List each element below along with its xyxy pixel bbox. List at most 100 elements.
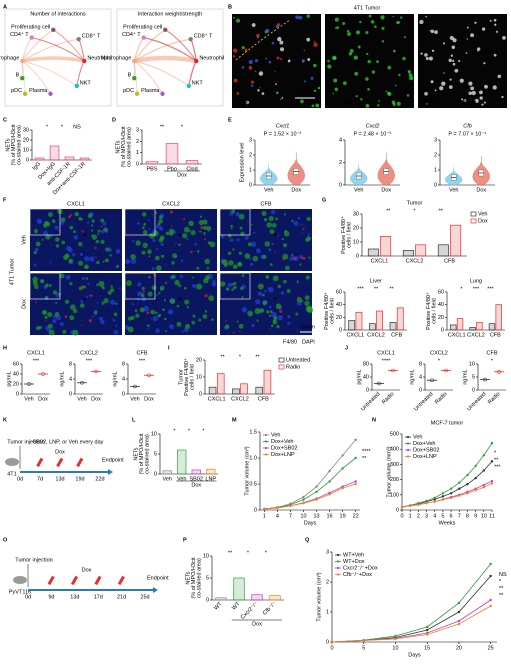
stain-spot (141, 212, 147, 217)
stain-spot (270, 209, 276, 215)
y-tick-label: 20 (23, 137, 29, 143)
y-tick-label: 0 (206, 597, 209, 603)
stain-spot (291, 219, 294, 223)
stain-spot (172, 253, 178, 259)
stain-spot (449, 35, 454, 40)
bar (367, 248, 379, 257)
stain-spot (209, 241, 216, 248)
y-axis-label: co-stained area) (144, 434, 150, 474)
x-tick-label: 3 (425, 513, 428, 519)
y-tick-label: 4 (419, 374, 422, 380)
stain-spot (251, 23, 256, 27)
point (302, 502, 305, 505)
point (341, 467, 344, 470)
stain-spot (115, 264, 119, 269)
stain-spot (233, 285, 237, 289)
point (408, 504, 412, 507)
panel-letter: L (132, 417, 136, 423)
y-tick-label: 0 (122, 391, 125, 397)
stain-spot (167, 309, 174, 315)
stain-spot (48, 284, 52, 287)
stain-spot (272, 319, 278, 325)
bar (215, 597, 227, 601)
bar (495, 304, 502, 331)
point (425, 501, 428, 505)
stain-spot (196, 266, 200, 270)
y-tick-label: 0 (249, 182, 252, 188)
y-tick-label: 8 (69, 361, 72, 367)
y-tick-label: 1 (249, 167, 252, 173)
bar (191, 469, 201, 475)
y-axis-label: pg/mL (356, 369, 362, 384)
stain-spot (450, 54, 453, 57)
inset (29, 272, 61, 300)
significance: *** (473, 286, 480, 292)
edge (133, 38, 191, 62)
panel-letter: E (228, 117, 232, 123)
y-tick-label: 2 (326, 579, 329, 585)
stain-spot (142, 290, 145, 293)
stain-spot (72, 329, 79, 336)
stain-spot (349, 49, 354, 53)
stain-spot (227, 251, 232, 256)
chart-title: CXCL1 (377, 350, 395, 356)
stain-spot (190, 230, 196, 236)
stain-spot (91, 315, 94, 318)
stain-spot (276, 325, 280, 329)
stain-spot (233, 48, 238, 53)
legend-label: Cxcr2⁻/⁻+Dox (343, 565, 378, 571)
stain-spot (100, 225, 103, 228)
stain-spot (220, 281, 226, 287)
cell-line: PyVT116 (9, 589, 31, 595)
stain-spot (305, 275, 310, 280)
stain-spot (268, 215, 274, 222)
legend-label: Dox+SB02 (271, 445, 297, 451)
bar (233, 577, 245, 601)
significance: ** (499, 593, 504, 599)
point (328, 480, 331, 483)
syringe (71, 575, 79, 586)
x-tick-label: Radio (434, 391, 448, 405)
stain-spot (64, 315, 68, 318)
stain-spot (64, 299, 70, 304)
stain-spot (207, 241, 211, 245)
point (490, 479, 494, 483)
x-tick-label: Untreated (360, 391, 381, 412)
line (264, 483, 356, 510)
stain-spot (223, 262, 226, 265)
stain-spot (208, 230, 211, 233)
stain-spot (232, 331, 235, 334)
stain-spot (48, 212, 53, 218)
edge (165, 29, 197, 62)
bar (469, 327, 476, 331)
stain-spot (280, 98, 282, 101)
y-tick-label: 2 (434, 152, 437, 158)
stain-spot (154, 255, 160, 261)
stain-spot (182, 233, 188, 239)
stain-spot (85, 295, 88, 299)
legend-marker (336, 566, 340, 570)
y-tick-label: 8 (419, 361, 422, 367)
bar (232, 388, 240, 395)
stain-spot (287, 315, 291, 319)
y-axis-label: Positive F4/80⁺ (425, 292, 432, 330)
stain-spot (160, 254, 165, 258)
inset (124, 208, 156, 236)
point (458, 494, 461, 497)
panel-letter: Q (305, 537, 310, 543)
y-tick-label: 0 (472, 387, 475, 393)
stain-spot (451, 45, 456, 50)
stain-spot (188, 220, 194, 227)
x-tick-label: 5 (362, 645, 365, 651)
stain-spot (252, 255, 259, 262)
bar (402, 250, 414, 257)
edge (21, 56, 85, 63)
stain-spot (48, 329, 55, 336)
stain-spot (143, 222, 147, 226)
y-tick-label: 400 (390, 447, 399, 453)
stain-spot (271, 41, 275, 45)
bar (240, 383, 248, 395)
diagram-frame (4, 8, 112, 107)
chart-subtitle: P = 7.07 × 10⁻⁴ (448, 130, 487, 137)
stain-spot (146, 328, 149, 331)
